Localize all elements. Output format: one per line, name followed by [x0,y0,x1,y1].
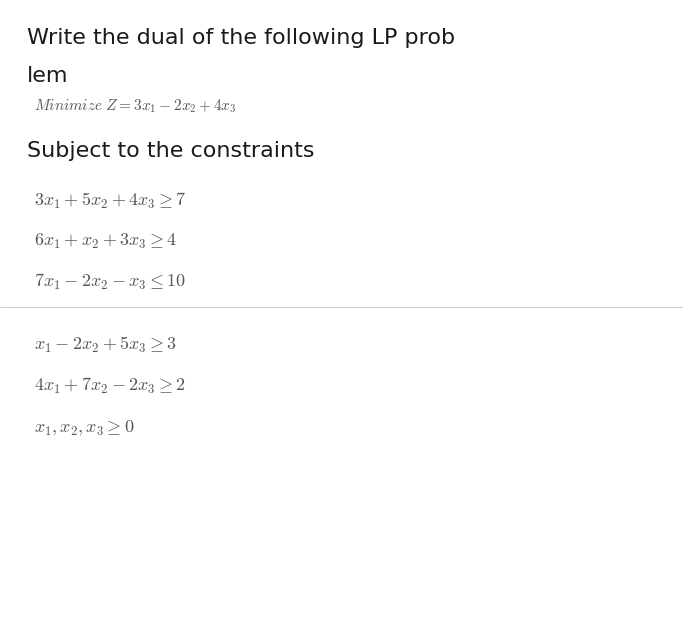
Text: $\mathit{Minimize}\ Z = 3x_1 - 2x_2 + 4x_3$: $\mathit{Minimize}\ Z = 3x_1 - 2x_2 + 4x… [34,97,237,115]
Text: Write the dual of the following LP prob: Write the dual of the following LP prob [27,28,456,48]
Text: $6x_1 + x_2 + 3x_3 \geq 4$: $6x_1 + x_2 + 3x_3 \geq 4$ [34,232,177,250]
Text: lem: lem [27,66,69,86]
Text: $x_1 - 2x_2 + 5x_3 \geq 3$: $x_1 - 2x_2 + 5x_3 \geq 3$ [34,335,177,355]
Text: $x_1, x_2, x_3 \geq 0$: $x_1, x_2, x_3 \geq 0$ [34,419,135,438]
Text: $4x_1 + 7x_2 - 2x_3 \geq 2$: $4x_1 + 7x_2 - 2x_3 \geq 2$ [34,376,186,396]
Text: Subject to the constraints: Subject to the constraints [27,141,315,161]
Text: $7x_1 - 2x_2 - x_3 \leq 10$: $7x_1 - 2x_2 - x_3 \leq 10$ [34,272,186,292]
Text: $3x_1 + 5x_2 + 4x_3 \geq 7$: $3x_1 + 5x_2 + 4x_3 \geq 7$ [34,191,186,211]
